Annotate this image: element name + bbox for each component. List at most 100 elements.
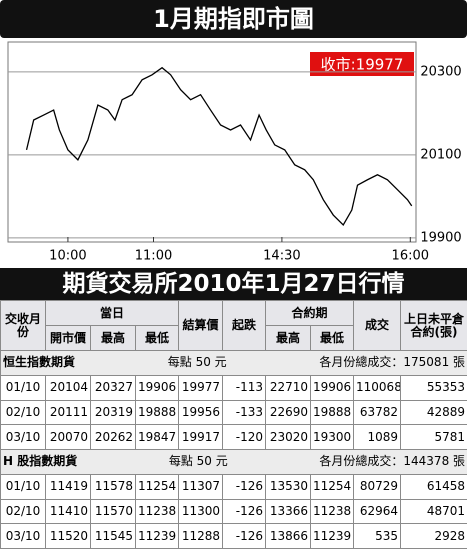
cell: 11578 (90, 473, 136, 500)
chart-title: 1月期指即市圖 (0, 0, 467, 38)
cell: -120 (222, 424, 266, 450)
data-row: 03/10 20070 20262 19847 19917 -120 23020 19300 1… (0, 424, 467, 450)
cell: 11254 (135, 473, 179, 500)
cell: 11570 (90, 498, 136, 525)
cell: 11545 (90, 523, 136, 549)
header-cell: 成交 (353, 300, 402, 351)
cell: 11288 (178, 523, 223, 549)
table-title: 期貨交易所2010年1月27日行情 (0, 268, 467, 300)
header-cell: 交收月份 (0, 300, 46, 351)
cell: 02/10 (0, 399, 46, 426)
cell: 11300 (178, 498, 223, 525)
section-name: 恒生指數期貨 (3, 355, 76, 370)
header-cell: 當日 (45, 300, 179, 326)
x-tick-label: 14:30 (263, 249, 300, 264)
cell: 11307 (178, 473, 223, 500)
chart: 收市:19977 19900 20100 20300 10:00 11:00 14:30 1… (7, 41, 462, 264)
cell: 23020 (265, 424, 311, 450)
cell: 11238 (309, 498, 355, 525)
cell: -126 (222, 523, 266, 549)
y-tick-label: 20100 (420, 147, 461, 162)
header-cell: 結算價 (178, 300, 223, 351)
cell: 01/10 (0, 473, 46, 500)
cell: 13366 (265, 498, 311, 525)
cell: 11238 (135, 498, 179, 525)
cell: 03/10 (0, 424, 46, 450)
annotation: 收市:19977 (321, 56, 404, 74)
cell: 63782 (353, 399, 402, 426)
cell: 11520 (45, 523, 91, 549)
cell: 110068 (353, 374, 402, 401)
cell: 1089 (353, 424, 402, 450)
data-row: 03/10 11520 11545 11239 11288 -126 13866 11239 5… (0, 523, 467, 549)
cell: 20262 (90, 424, 136, 450)
x-tick-label: 16:00 (392, 249, 429, 264)
header-cell: 上日未平倉合約(張) (400, 300, 467, 351)
cell: 5781 (400, 424, 467, 450)
cell: 11410 (45, 498, 91, 525)
cell: 13530 (265, 473, 311, 500)
cell: 20327 (90, 374, 136, 401)
section-unit: 每點 50 元 (168, 454, 228, 469)
cell: 11419 (45, 473, 91, 500)
cell: 80729 (353, 473, 402, 500)
price-line (25, 66, 413, 227)
cell: -126 (222, 473, 266, 500)
y-tick-label: 20300 (420, 64, 461, 79)
cell: 19917 (178, 424, 223, 450)
cell: 61458 (400, 473, 467, 500)
data-row: 01/10 20104 20327 19906 19977 -113 22710 19906 1… (0, 374, 467, 401)
subheader-cell: 開市價 (45, 325, 91, 351)
cell: 19888 (135, 399, 179, 426)
cell: 11239 (309, 523, 355, 549)
section-cell: H 股指數期貨 每點 50 元 各月份總成交：144378 張 (0, 449, 467, 475)
section-row: H 股指數期貨 每點 50 元 各月份總成交：144378 張 (0, 449, 467, 475)
cell: 20104 (45, 374, 91, 401)
section-box: H 股指數期貨 每點 50 元 各月份總成交：144378 張 (3, 455, 465, 468)
cell: -126 (222, 498, 266, 525)
section-name: H 股指數期貨 (3, 454, 78, 469)
cell: 19847 (135, 424, 179, 450)
cell: 19956 (178, 399, 223, 426)
section-total: 各月份總成交：144378 張 (319, 454, 466, 469)
cell: 11239 (135, 523, 179, 549)
cell: 01/10 (0, 374, 46, 401)
header-cell: 起跌 (222, 300, 266, 351)
y-tick-label: 19900 (420, 230, 461, 245)
subheader-cell: 最低 (135, 325, 179, 351)
cell: 20111 (45, 399, 91, 426)
section-box: 恒生指數期貨 每點 50 元 各月份總成交：175081 張 (3, 356, 465, 369)
cell: -113 (222, 374, 266, 401)
subheader-cell: 最高 (265, 325, 311, 351)
cell: 11254 (309, 473, 355, 500)
cell: 19906 (309, 374, 355, 401)
section-total: 各月份總成交：175081 張 (319, 355, 466, 370)
subheader-cell: 最低 (309, 325, 355, 351)
cell: 02/10 (0, 498, 46, 525)
section-cell: 恒生指數期貨 每點 50 元 各月份總成交：175081 張 (0, 350, 467, 376)
x-tick-label: 11:00 (135, 249, 172, 264)
cell: 535 (353, 523, 402, 549)
cell: 19300 (309, 424, 355, 450)
cell: 19977 (178, 374, 223, 401)
cell: 22690 (265, 399, 311, 426)
cell: 62964 (353, 498, 402, 525)
header-cell: 合約期 (264, 300, 355, 326)
section-row: 恒生指數期貨 每點 50 元 各月份總成交：175081 張 (0, 350, 467, 376)
cell: 19906 (135, 374, 179, 401)
data-row: 02/10 11410 11570 11238 11300 -126 13366 11238 6… (0, 498, 467, 525)
section-unit: 每點 50 元 (167, 355, 227, 370)
cell: 55353 (400, 374, 467, 401)
subheader-cell: 最高 (90, 325, 136, 351)
cell: 20070 (45, 424, 91, 450)
data-row: 01/10 11419 11578 11254 11307 -126 13530 11254 8… (0, 473, 467, 500)
cell: 22710 (265, 374, 311, 401)
cell: 20319 (90, 399, 136, 426)
table-body: 恒生指數期貨 每點 50 元各月份總成交：175081 張 01/10 20104 20… (0, 350, 467, 549)
cell: 48701 (400, 498, 467, 525)
cell: 42889 (400, 399, 467, 426)
quote-table: 交收月份 當日 結算價 起跌 合約期 成交 上日未平倉合約(張) 開市價 最高 … (0, 300, 467, 549)
cell: 2928 (400, 523, 467, 549)
data-row: 02/10 20111 20319 19888 19956 -133 22690 19888 6… (0, 399, 467, 426)
